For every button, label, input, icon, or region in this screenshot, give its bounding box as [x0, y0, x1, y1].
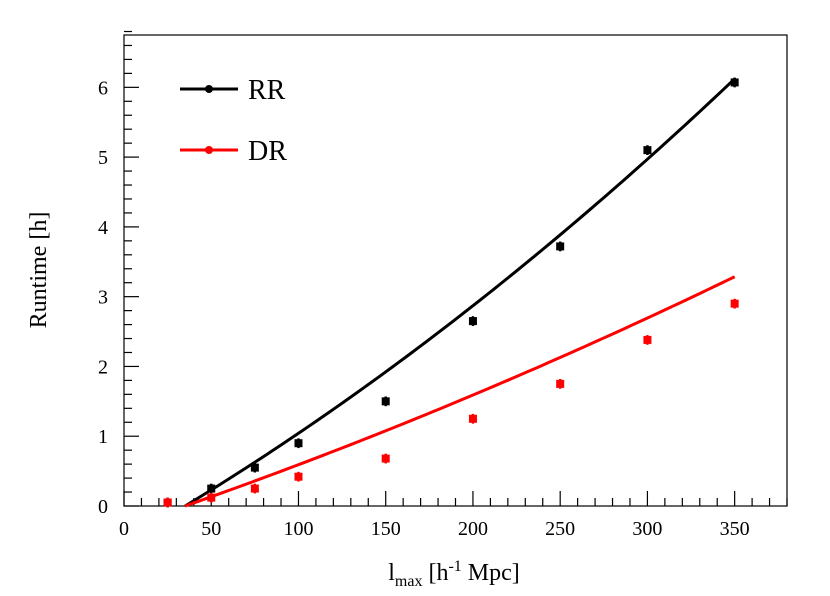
point-marker: [468, 414, 477, 423]
point-marker: [468, 317, 477, 326]
y-tick-label: 5: [98, 147, 108, 169]
data-point-dr: [294, 471, 303, 482]
data-points: [163, 77, 739, 508]
data-point-dr: [730, 298, 739, 309]
data-point-dr: [643, 335, 652, 345]
data-point-dr: [250, 483, 259, 494]
point-marker: [556, 242, 565, 251]
legend-label-dr: DR: [248, 136, 287, 167]
legend-label-rr: RR: [248, 75, 286, 106]
data-point-dr: [468, 413, 477, 424]
data-point-rr: [207, 483, 216, 494]
point-marker: [643, 146, 652, 155]
point-marker: [730, 78, 739, 87]
x-axis-ticks: 0 50 100 150 200 250 300 350: [119, 491, 788, 540]
x-tick-label: 350: [720, 518, 750, 540]
y-tick-label: 0: [98, 496, 108, 518]
y-tick-label: 2: [98, 356, 108, 378]
y-tick-label: 1: [98, 426, 108, 448]
data-point-rr: [381, 396, 390, 407]
fit-curve-dr: [184, 275, 736, 508]
fit-curves: [184, 77, 736, 508]
x-tick-label: 50: [201, 518, 221, 540]
point-marker: [730, 299, 739, 308]
y-tick-label: 3: [98, 287, 108, 309]
y-axis-title: Runtime [h]: [26, 212, 52, 329]
y-tick-label: 4: [98, 217, 108, 239]
fit-curve-rr: [184, 77, 736, 508]
y-tick-label: 6: [98, 77, 108, 99]
point-marker: [294, 472, 303, 481]
data-point-dr: [163, 497, 172, 508]
point-marker: [381, 454, 390, 463]
plot-frame: [123, 34, 788, 507]
data-point-rr: [294, 438, 303, 449]
x-tick-label: 200: [458, 518, 488, 540]
point-marker: [643, 335, 652, 344]
legend-marker-dr: [205, 146, 213, 154]
x-axis-title: lmax [h-1 Mpc]: [388, 558, 520, 590]
data-point-rr: [250, 462, 259, 473]
point-marker: [207, 484, 216, 493]
data-point-rr: [643, 145, 652, 156]
x-tick-label: 250: [545, 518, 575, 540]
x-tick-label: 300: [632, 518, 662, 540]
data-point-dr: [556, 379, 565, 389]
x-tick-label: 100: [283, 518, 313, 540]
x-tick-label: 0: [119, 518, 129, 540]
point-marker: [250, 463, 259, 472]
point-marker: [381, 397, 390, 406]
legend: RR DR: [180, 75, 287, 167]
legend-marker-rr: [205, 85, 213, 93]
point-marker: [250, 484, 259, 493]
point-marker: [207, 493, 216, 502]
data-point-dr: [381, 453, 390, 464]
data-point-rr: [556, 241, 565, 252]
x-tick-label: 150: [371, 518, 401, 540]
y-axis-ticks: 0 1 2 3 4 5 6: [98, 30, 139, 518]
point-marker: [163, 498, 172, 507]
data-point-dr: [207, 492, 216, 503]
data-point-rr: [730, 77, 739, 88]
point-marker: [556, 379, 565, 388]
data-point-rr: [468, 316, 477, 326]
point-marker: [294, 439, 303, 448]
